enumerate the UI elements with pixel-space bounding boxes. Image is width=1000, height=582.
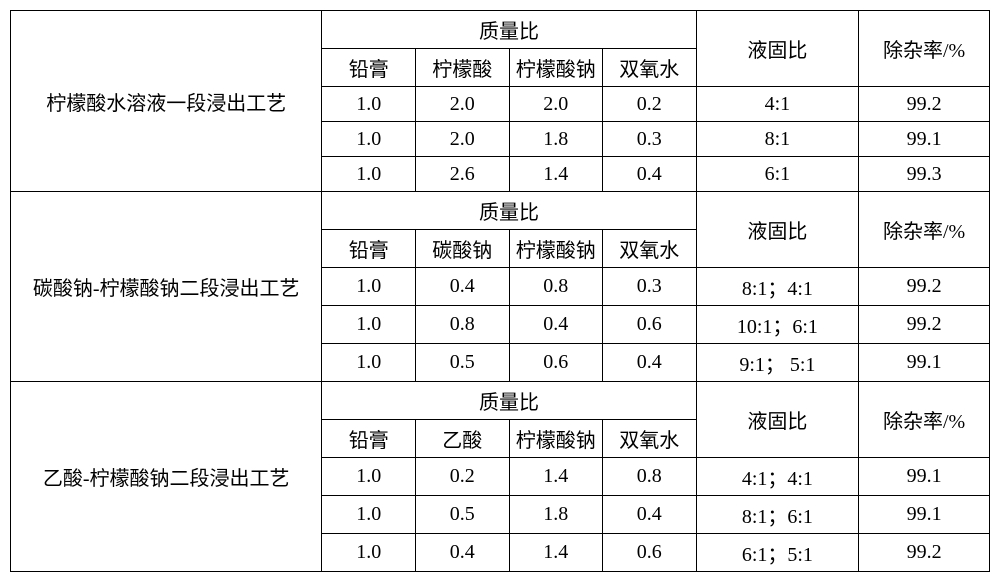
cell: 99.2 <box>859 87 990 122</box>
cell: 1.4 <box>509 157 603 192</box>
cell: 0.4 <box>415 534 509 572</box>
cell: 0.6 <box>509 344 603 382</box>
removal-rate-header: 除杂率/% <box>859 192 990 268</box>
cell: 1.8 <box>509 122 603 157</box>
cell: 0.6 <box>603 306 697 344</box>
cell: 8:1；6:1 <box>696 496 859 534</box>
cell: 0.4 <box>603 157 697 192</box>
col-header: 柠檬酸钠 <box>509 230 603 268</box>
cell: 99.3 <box>859 157 990 192</box>
cell: 2.0 <box>415 87 509 122</box>
liquid-solid-header: 液固比 <box>696 11 859 87</box>
cell: 99.1 <box>859 458 990 496</box>
cell: 10:1；6:1 <box>696 306 859 344</box>
cell: 99.1 <box>859 496 990 534</box>
cell: 99.2 <box>859 534 990 572</box>
cell: 0.4 <box>415 268 509 306</box>
cell: 0.2 <box>415 458 509 496</box>
col-header: 铅膏 <box>322 230 416 268</box>
cell: 0.4 <box>603 496 697 534</box>
cell: 1.0 <box>322 306 416 344</box>
cell: 0.5 <box>415 496 509 534</box>
liquid-solid-header: 液固比 <box>696 192 859 268</box>
cell: 1.0 <box>322 268 416 306</box>
col-header: 铅膏 <box>322 49 416 87</box>
cell: 0.2 <box>603 87 697 122</box>
cell: 0.4 <box>509 306 603 344</box>
col-header: 双氧水 <box>603 49 697 87</box>
cell: 1.0 <box>322 458 416 496</box>
col-header: 柠檬酸 <box>415 49 509 87</box>
cell: 0.6 <box>603 534 697 572</box>
cell: 0.3 <box>603 268 697 306</box>
col-header: 乙酸 <box>415 420 509 458</box>
cell: 1.0 <box>322 87 416 122</box>
cell: 99.1 <box>859 344 990 382</box>
cell: 1.0 <box>322 157 416 192</box>
mass-ratio-header: 质量比 <box>322 192 696 230</box>
mass-ratio-header: 质量比 <box>322 11 696 49</box>
liquid-solid-header: 液固比 <box>696 382 859 458</box>
data-table: 柠檬酸水溶液一段浸出工艺 质量比 液固比 除杂率/% 铅膏 柠檬酸 柠檬酸钠 双… <box>10 10 990 572</box>
cell: 99.2 <box>859 268 990 306</box>
cell: 1.0 <box>322 122 416 157</box>
col-header: 柠檬酸钠 <box>509 49 603 87</box>
removal-rate-header: 除杂率/% <box>859 11 990 87</box>
cell: 1.0 <box>322 344 416 382</box>
col-header: 铅膏 <box>322 420 416 458</box>
cell: 99.1 <box>859 122 990 157</box>
cell: 0.8 <box>603 458 697 496</box>
cell: 8:1 <box>696 122 859 157</box>
mass-ratio-header: 质量比 <box>322 382 696 420</box>
cell: 0.8 <box>415 306 509 344</box>
cell: 0.5 <box>415 344 509 382</box>
cell: 1.8 <box>509 496 603 534</box>
cell: 6:1 <box>696 157 859 192</box>
section-title: 柠檬酸水溶液一段浸出工艺 <box>11 11 322 192</box>
col-header: 柠檬酸钠 <box>509 420 603 458</box>
cell: 2.0 <box>509 87 603 122</box>
cell: 8:1；4:1 <box>696 268 859 306</box>
col-header: 双氧水 <box>603 230 697 268</box>
cell: 4:1；4:1 <box>696 458 859 496</box>
cell: 1.0 <box>322 496 416 534</box>
cell: 2.0 <box>415 122 509 157</box>
cell: 1.0 <box>322 534 416 572</box>
cell: 4:1 <box>696 87 859 122</box>
cell: 1.4 <box>509 458 603 496</box>
col-header: 碳酸钠 <box>415 230 509 268</box>
cell: 2.6 <box>415 157 509 192</box>
section-title: 乙酸-柠檬酸钠二段浸出工艺 <box>11 382 322 572</box>
section-title: 碳酸钠-柠檬酸钠二段浸出工艺 <box>11 192 322 382</box>
cell: 9:1； 5:1 <box>696 344 859 382</box>
cell: 6:1；5:1 <box>696 534 859 572</box>
cell: 1.4 <box>509 534 603 572</box>
cell: 99.2 <box>859 306 990 344</box>
cell: 0.8 <box>509 268 603 306</box>
cell: 0.3 <box>603 122 697 157</box>
cell: 0.4 <box>603 344 697 382</box>
col-header: 双氧水 <box>603 420 697 458</box>
removal-rate-header: 除杂率/% <box>859 382 990 458</box>
